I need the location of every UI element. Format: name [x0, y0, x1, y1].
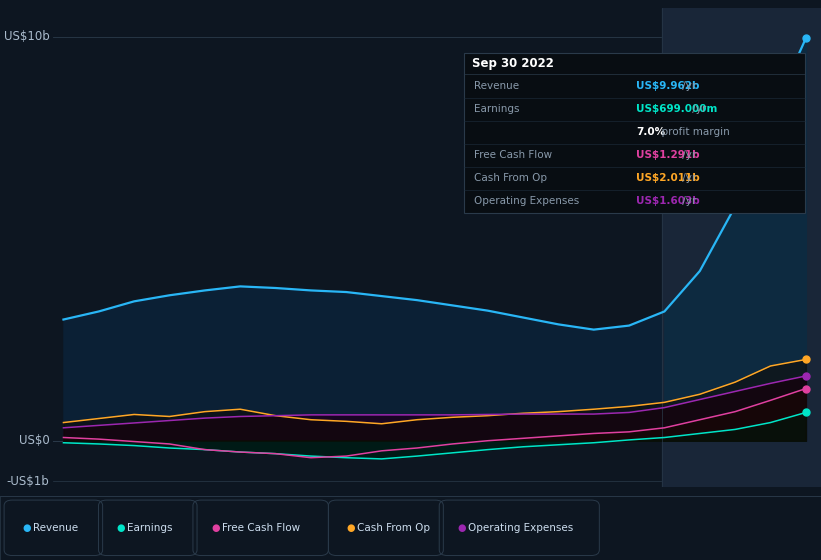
Text: profit margin: profit margin — [655, 127, 730, 137]
Text: Revenue: Revenue — [474, 81, 519, 91]
Text: ●: ● — [117, 523, 125, 533]
Text: US$1.603b: US$1.603b — [636, 196, 700, 206]
Text: Operating Expenses: Operating Expenses — [468, 523, 573, 533]
Text: /yr: /yr — [689, 104, 706, 114]
Text: Sep 30 2022: Sep 30 2022 — [472, 57, 554, 71]
Text: 7.0%: 7.0% — [636, 127, 665, 137]
Text: /yr: /yr — [679, 196, 696, 206]
Text: Cash From Op: Cash From Op — [474, 173, 547, 183]
Text: -US$1b: -US$1b — [7, 475, 49, 488]
Text: US$0: US$0 — [19, 434, 49, 447]
Text: Cash From Op: Cash From Op — [357, 523, 430, 533]
Text: Free Cash Flow: Free Cash Flow — [222, 523, 300, 533]
Text: ●: ● — [211, 523, 219, 533]
Text: Revenue: Revenue — [33, 523, 78, 533]
Text: ●: ● — [22, 523, 30, 533]
Text: ●: ● — [346, 523, 355, 533]
Text: US$9.962b: US$9.962b — [636, 81, 699, 91]
Text: Earnings: Earnings — [474, 104, 519, 114]
Text: /yr: /yr — [679, 173, 696, 183]
Text: /yr: /yr — [679, 81, 696, 91]
Text: Operating Expenses: Operating Expenses — [474, 196, 579, 206]
Text: /yr: /yr — [679, 150, 696, 160]
Bar — [663, 8, 821, 487]
Text: US$10b: US$10b — [4, 30, 49, 43]
Text: ●: ● — [457, 523, 466, 533]
Text: US$1.291b: US$1.291b — [636, 150, 699, 160]
Text: Free Cash Flow: Free Cash Flow — [474, 150, 552, 160]
Text: US$699.000m: US$699.000m — [636, 104, 718, 114]
Text: Earnings: Earnings — [127, 523, 172, 533]
Text: US$2.011b: US$2.011b — [636, 173, 700, 183]
